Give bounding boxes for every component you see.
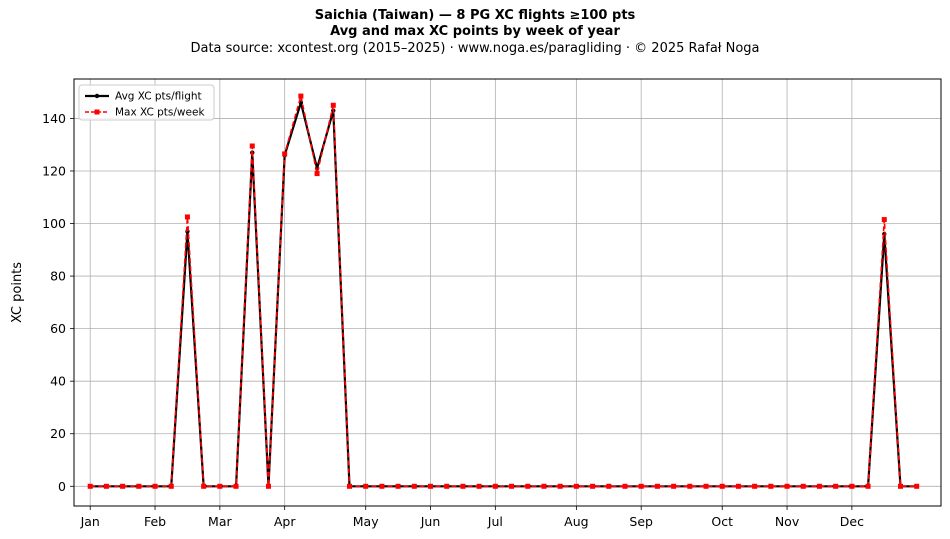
data-point xyxy=(233,483,239,489)
data-point xyxy=(719,483,725,489)
chart-title: Saichia (Taiwan) — 8 PG XC flights ≥100 … xyxy=(314,8,636,23)
legend: Avg XC pts/flight Max XC pts/week xyxy=(78,84,215,121)
chart-titles: Saichia (Taiwan) — 8 PG XC flights ≥100 … xyxy=(0,8,950,58)
y-tick-label: 40 xyxy=(50,374,66,389)
data-point xyxy=(330,102,336,108)
x-tick-label: Feb xyxy=(144,514,166,529)
series-avg-xc-pts-flight xyxy=(88,100,919,489)
data-point xyxy=(282,151,288,157)
data-point xyxy=(168,483,174,489)
series-line xyxy=(90,95,917,488)
y-tick-label: 140 xyxy=(42,111,66,126)
y-tick-label: 120 xyxy=(42,163,66,178)
data-point xyxy=(865,483,871,489)
data-point xyxy=(687,483,693,489)
data-point xyxy=(849,483,855,489)
x-tick-label: Jan xyxy=(80,514,100,529)
data-point xyxy=(525,483,531,489)
legend-label: Max XC pts/week xyxy=(115,107,205,119)
legend-label: Avg XC pts/flight xyxy=(115,91,202,103)
data-point xyxy=(217,483,223,489)
chart-source-line: Data source: xcontest.org (2015–2025) · … xyxy=(190,41,760,56)
y-tick-label: 60 xyxy=(50,321,66,336)
data-point xyxy=(152,483,158,489)
data-point xyxy=(379,483,385,489)
data-point xyxy=(184,214,190,220)
x-tick-label: Jun xyxy=(420,514,441,529)
series-layer xyxy=(87,93,920,489)
series-max-xc-pts-week xyxy=(87,93,920,489)
legend-marker xyxy=(94,93,100,99)
data-point xyxy=(103,483,109,489)
data-point xyxy=(703,483,709,489)
data-point xyxy=(541,483,547,489)
data-point xyxy=(395,483,401,489)
data-point xyxy=(622,483,628,489)
legend-item: Max XC pts/week xyxy=(85,107,205,119)
legend-item: Avg XC pts/flight xyxy=(85,91,202,103)
x-tick-label: Dec xyxy=(840,514,864,529)
series-line xyxy=(90,101,917,488)
data-point xyxy=(87,483,93,489)
data-point xyxy=(881,217,887,223)
y-tick-label: 100 xyxy=(42,216,66,231)
data-point xyxy=(476,483,482,489)
plot-frame xyxy=(73,78,942,507)
data-point xyxy=(784,483,790,489)
data-point xyxy=(411,483,417,489)
data-point xyxy=(298,93,304,99)
data-point xyxy=(590,483,596,489)
data-point xyxy=(671,483,677,489)
data-point xyxy=(363,483,369,489)
y-tick-label: 20 xyxy=(50,426,66,441)
x-tick-label: Sep xyxy=(629,514,653,529)
data-point xyxy=(120,483,126,489)
data-point xyxy=(606,483,612,489)
data-point xyxy=(249,143,255,149)
data-point xyxy=(265,483,271,489)
data-point xyxy=(897,483,903,489)
data-point xyxy=(800,483,806,489)
axis-ticks: 0 20 40 60 80 100 120 140 Jan Feb Mar Apr May Jun Jul A… xyxy=(42,111,864,529)
data-point xyxy=(428,483,434,489)
data-point xyxy=(638,483,644,489)
chart-subtitle: Avg and max XC points by week of year xyxy=(330,24,620,39)
data-point xyxy=(573,483,579,489)
data-point xyxy=(833,483,839,489)
data-point xyxy=(136,483,142,489)
data-point xyxy=(735,483,741,489)
data-point xyxy=(768,483,774,489)
data-point xyxy=(460,483,466,489)
x-tick-label: Oct xyxy=(711,514,733,529)
x-tick-label: May xyxy=(353,514,379,529)
x-tick-label: Apr xyxy=(274,514,296,529)
x-tick-label: Mar xyxy=(208,514,232,529)
x-tick-label: Aug xyxy=(564,514,588,529)
data-point xyxy=(752,483,758,489)
data-point xyxy=(346,483,352,489)
data-point xyxy=(444,483,450,489)
legend-marker xyxy=(94,109,100,115)
data-point xyxy=(557,483,563,489)
x-tick-label: Jul xyxy=(487,514,503,529)
data-point xyxy=(201,483,207,489)
data-point xyxy=(914,483,920,489)
data-point xyxy=(654,483,660,489)
x-tick-label: Nov xyxy=(775,514,800,529)
y-axis-label: XC points xyxy=(10,262,25,323)
data-point xyxy=(314,171,320,177)
y-tick-label: 0 xyxy=(58,479,66,494)
grid xyxy=(74,79,941,506)
legend-box xyxy=(78,84,215,121)
data-point xyxy=(492,483,498,489)
data-point xyxy=(509,483,515,489)
y-tick-label: 80 xyxy=(50,269,66,284)
data-point xyxy=(816,483,822,489)
